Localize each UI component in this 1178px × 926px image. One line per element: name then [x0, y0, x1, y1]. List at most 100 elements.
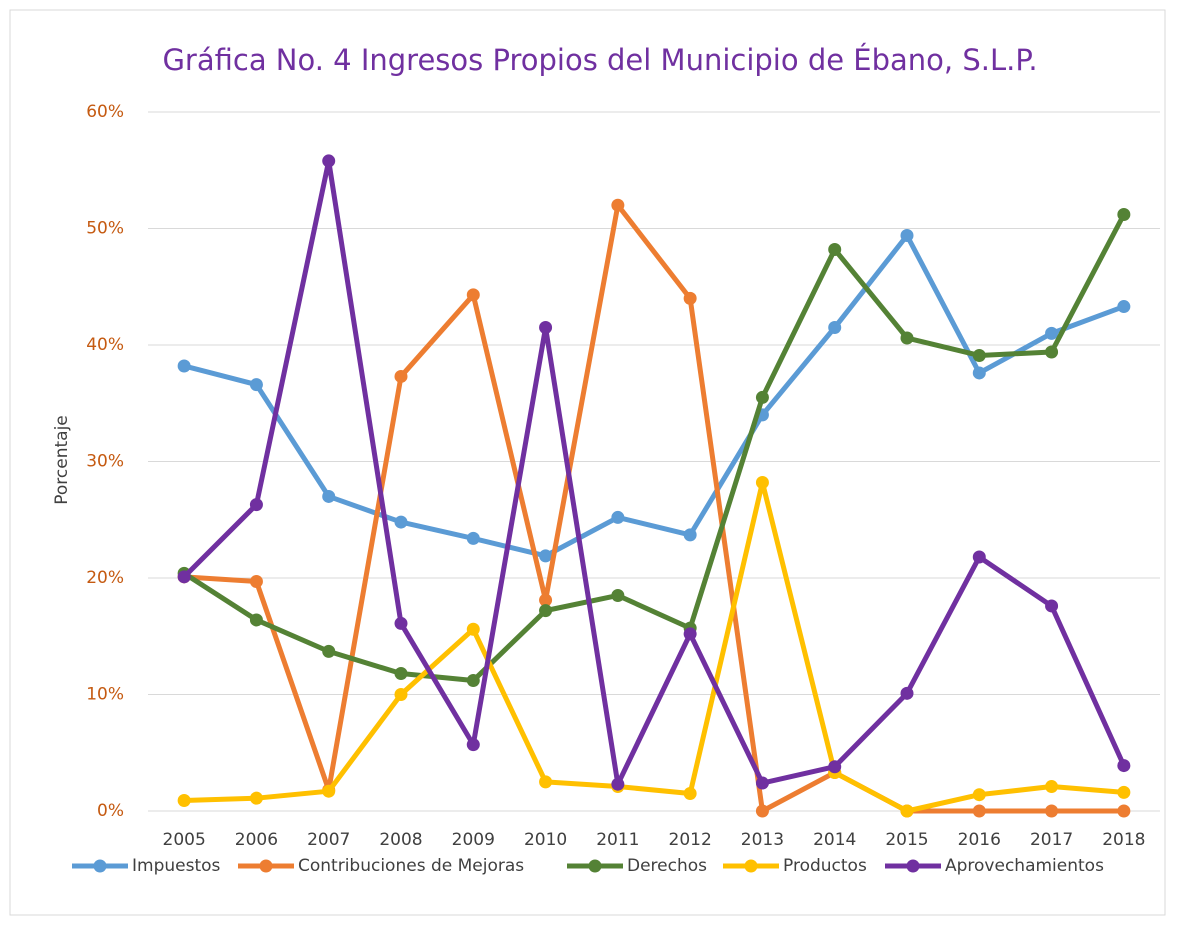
point — [466, 622, 480, 636]
point — [249, 613, 263, 627]
point — [394, 369, 408, 383]
legend-marker — [93, 859, 107, 873]
point — [755, 804, 769, 818]
point — [755, 390, 769, 404]
point — [394, 616, 408, 630]
point — [900, 804, 914, 818]
point — [539, 775, 553, 789]
point — [539, 604, 553, 618]
legend-label: Productos — [783, 856, 867, 876]
series-line — [182, 213, 1127, 684]
point — [683, 291, 697, 305]
point — [322, 644, 336, 658]
point — [611, 510, 625, 524]
point — [249, 378, 263, 392]
point — [394, 667, 408, 681]
point — [177, 794, 191, 808]
point — [828, 242, 842, 256]
legend-label: Aprovechamientos — [945, 856, 1104, 876]
x-tick-label: 2010 — [524, 830, 567, 850]
legend-label: Derechos — [627, 856, 707, 876]
point — [972, 366, 986, 380]
point — [972, 348, 986, 362]
point — [683, 528, 697, 542]
x-tick-label: 2005 — [163, 830, 206, 850]
x-tick-label: 2018 — [1102, 830, 1145, 850]
x-tick-label: 2014 — [813, 830, 856, 850]
point — [1117, 759, 1131, 773]
y-tick-label: 50% — [86, 219, 124, 239]
point — [539, 321, 553, 335]
point — [1045, 780, 1059, 794]
point — [249, 574, 263, 588]
point — [900, 686, 914, 700]
point — [1045, 804, 1059, 818]
series-line — [184, 479, 1125, 814]
point — [249, 498, 263, 512]
point — [828, 760, 842, 774]
point — [611, 777, 625, 791]
point — [755, 776, 769, 790]
x-tick-label: 2006 — [235, 830, 278, 850]
legend-marker — [744, 859, 758, 873]
point — [322, 154, 336, 168]
y-axis-label: Porcentaje — [52, 415, 72, 505]
x-tick-label: 2007 — [307, 830, 350, 850]
y-tick-label: 0% — [97, 801, 124, 821]
x-tick-label: 2009 — [452, 830, 495, 850]
point — [394, 515, 408, 529]
point — [1045, 345, 1059, 359]
point — [611, 588, 625, 602]
point — [177, 570, 191, 584]
point — [683, 787, 697, 801]
legend-label: Impuestos — [132, 856, 221, 876]
point — [1117, 804, 1131, 818]
point — [972, 804, 986, 818]
x-tick-label: 2012 — [669, 830, 712, 850]
point — [539, 593, 553, 607]
y-tick-label: 40% — [86, 335, 124, 355]
series-line — [182, 158, 1127, 787]
x-tick-label: 2015 — [885, 830, 928, 850]
x-tick-label: 2008 — [379, 830, 422, 850]
y-tick-label: 60% — [86, 102, 124, 122]
x-tick-label: 2011 — [596, 830, 639, 850]
legend-label: Contribuciones de Mejoras — [298, 856, 524, 876]
point — [394, 688, 408, 701]
x-tick-label: 2016 — [958, 830, 1001, 850]
point — [322, 784, 336, 798]
point — [466, 288, 480, 302]
point — [539, 549, 553, 563]
point — [1117, 208, 1131, 222]
point — [972, 788, 986, 802]
legend-marker — [906, 859, 920, 873]
point — [249, 791, 263, 805]
y-tick-label: 30% — [86, 452, 124, 472]
point — [1045, 326, 1059, 340]
point — [1045, 599, 1059, 613]
x-tick-label: 2013 — [741, 830, 784, 850]
x-tick-label: 2017 — [1030, 830, 1073, 850]
point — [755, 475, 769, 489]
y-tick-label: 10% — [86, 685, 124, 705]
series-line — [183, 202, 1124, 814]
chart-title: Gráfica No. 4 Ingresos Propios del Munic… — [162, 43, 1037, 77]
legend-marker — [588, 859, 602, 873]
point — [611, 198, 625, 212]
legend-marker — [259, 859, 273, 873]
point — [466, 674, 480, 688]
point — [900, 331, 914, 345]
point — [466, 531, 480, 545]
point — [1117, 300, 1131, 314]
point — [683, 627, 697, 641]
point — [972, 550, 986, 564]
point — [466, 738, 480, 752]
point — [900, 228, 914, 242]
point — [828, 321, 842, 335]
point — [322, 489, 336, 503]
y-tick-label: 20% — [86, 568, 124, 588]
point — [177, 359, 191, 373]
point — [1117, 785, 1131, 799]
chart-frame — [9, 9, 1166, 916]
